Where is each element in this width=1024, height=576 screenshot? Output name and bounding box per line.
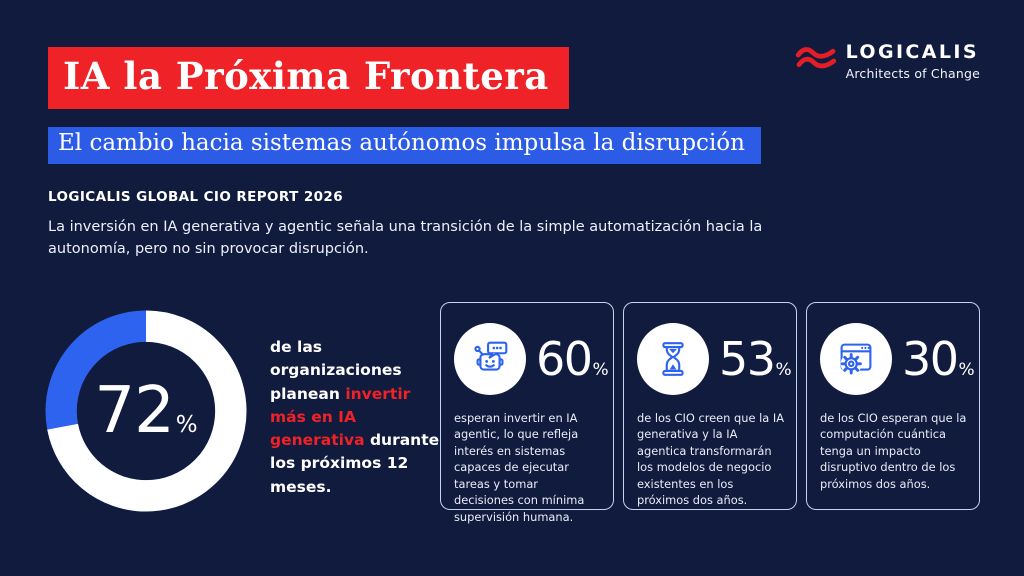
stat-value: 30 (902, 332, 959, 386)
browser-gear-icon (820, 323, 892, 395)
donut-caption: de las organizaciones planean invertir m… (270, 336, 444, 499)
donut-center-label: 72 % (45, 310, 247, 512)
stat-description: esperan invertir en IA agentic, lo que r… (454, 411, 585, 524)
stat-card-transformation: 53 % de los CIO creen que la IA generati… (623, 302, 797, 510)
stat-description: de los CIO creen que la IA generativa y … (637, 411, 784, 508)
stat-card-header: 30 % (820, 323, 975, 395)
stat-card-header: 60 % (454, 323, 609, 395)
stat-value: 53 (719, 332, 776, 386)
donut-caption-post: durante los próximos 12 meses. (270, 431, 440, 496)
stat-card-quantum: 30 % de los CIO esperan que la computaci… (806, 302, 980, 510)
chatbot-icon (454, 323, 526, 395)
logo-tagline: Architects of Change (845, 65, 980, 81)
stat-value: 60 (536, 332, 593, 386)
hourglass-icon (637, 323, 709, 395)
donut-svg (45, 310, 247, 512)
intro-paragraph: La inversión en IA generativa y agentic … (48, 219, 763, 258)
donut-percent-sign: % (175, 412, 198, 438)
donut-chart: 72 % (45, 310, 247, 512)
donut-filled-arc (45, 310, 247, 512)
donut-value: 72 (94, 374, 174, 448)
donut-caption-pre: de las organizaciones planean (270, 338, 402, 403)
stat-description: de los CIO esperan que la computación cu… (820, 411, 967, 491)
page-title: IA la Próxima Frontera (63, 54, 549, 98)
donut-caption-highlight: invertir más en IA generativa (270, 384, 411, 450)
page-subtitle: El cambio hacia sistemas autónomos impul… (58, 130, 745, 156)
subtitle-banner: El cambio hacia sistemas autónomos impul… (48, 127, 761, 164)
stat-card-header: 53 % (637, 323, 792, 395)
stat-value-block: 30 % (902, 336, 975, 382)
stat-value-block: 60 % (536, 336, 609, 382)
stat-card-agentic-ai: 60 % esperan invertir en IA agentic, lo … (440, 302, 614, 524)
stat-percent-sign: % (775, 360, 792, 380)
title-banner: IA la Próxima Frontera (48, 47, 569, 110)
stat-percent-sign: % (592, 360, 609, 380)
stat-percent-sign: % (958, 360, 975, 380)
logicalis-swirl-icon (795, 44, 837, 78)
logicalis-logo: LOGICALIS Architects of Change (795, 42, 980, 81)
logo-wordmark: LOGICALIS (845, 41, 979, 63)
report-label: LOGICALIS GLOBAL CIO REPORT 2026 (48, 189, 343, 205)
stat-value-block: 53 % (719, 336, 792, 382)
